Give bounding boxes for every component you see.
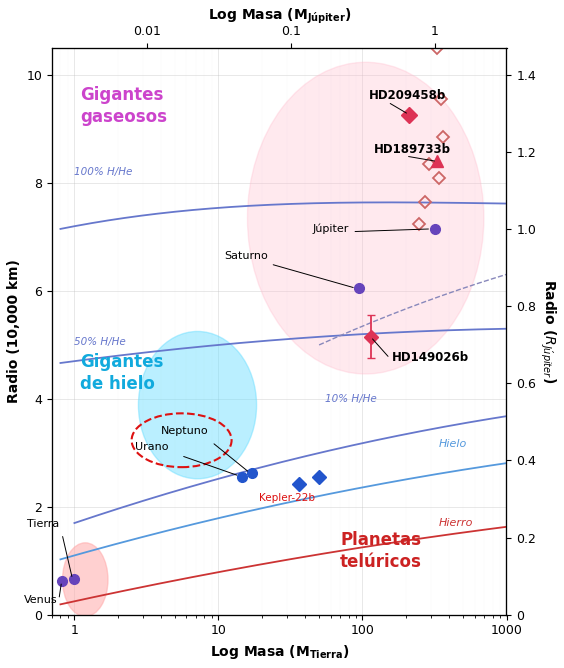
Ellipse shape xyxy=(63,543,108,617)
Text: HD209458b: HD209458b xyxy=(368,90,446,102)
Text: HD189733b: HD189733b xyxy=(374,144,451,156)
Text: Urano: Urano xyxy=(135,442,169,452)
Ellipse shape xyxy=(138,331,257,479)
X-axis label: Log Masa ($\mathbf{M_{J\acute{u}piter}}$): Log Masa ($\mathbf{M_{J\acute{u}piter}}$… xyxy=(208,7,351,26)
Text: 50% H/He: 50% H/He xyxy=(74,337,126,347)
Text: Hielo: Hielo xyxy=(439,440,467,450)
Text: 100% H/He: 100% H/He xyxy=(74,167,133,177)
Text: Gigantes
gaseosos: Gigantes gaseosos xyxy=(80,86,168,126)
Ellipse shape xyxy=(248,62,484,374)
Text: Kepler-22b: Kepler-22b xyxy=(258,494,315,504)
Text: Saturno: Saturno xyxy=(224,250,268,261)
Text: 10% H/He: 10% H/He xyxy=(325,393,377,403)
Text: HD149026b: HD149026b xyxy=(392,351,469,364)
Text: Gigantes
de hielo: Gigantes de hielo xyxy=(80,353,164,393)
Text: Planetas
telúricos: Planetas telúricos xyxy=(340,531,422,571)
X-axis label: Log Masa ($\mathbf{M_{Tierra}}$): Log Masa ($\mathbf{M_{Tierra}}$) xyxy=(210,643,349,661)
Text: Tierra: Tierra xyxy=(27,519,59,529)
Text: Júpiter: Júpiter xyxy=(312,223,349,234)
Text: Neptuno: Neptuno xyxy=(161,426,208,436)
Y-axis label: Radio ($R_{J\acute{u}piter}$): Radio ($R_{J\acute{u}piter}$) xyxy=(537,279,557,383)
Y-axis label: Radio (10,000 km): Radio (10,000 km) xyxy=(7,259,21,403)
Text: Venus: Venus xyxy=(24,595,57,605)
Text: Hierro: Hierro xyxy=(439,518,473,528)
